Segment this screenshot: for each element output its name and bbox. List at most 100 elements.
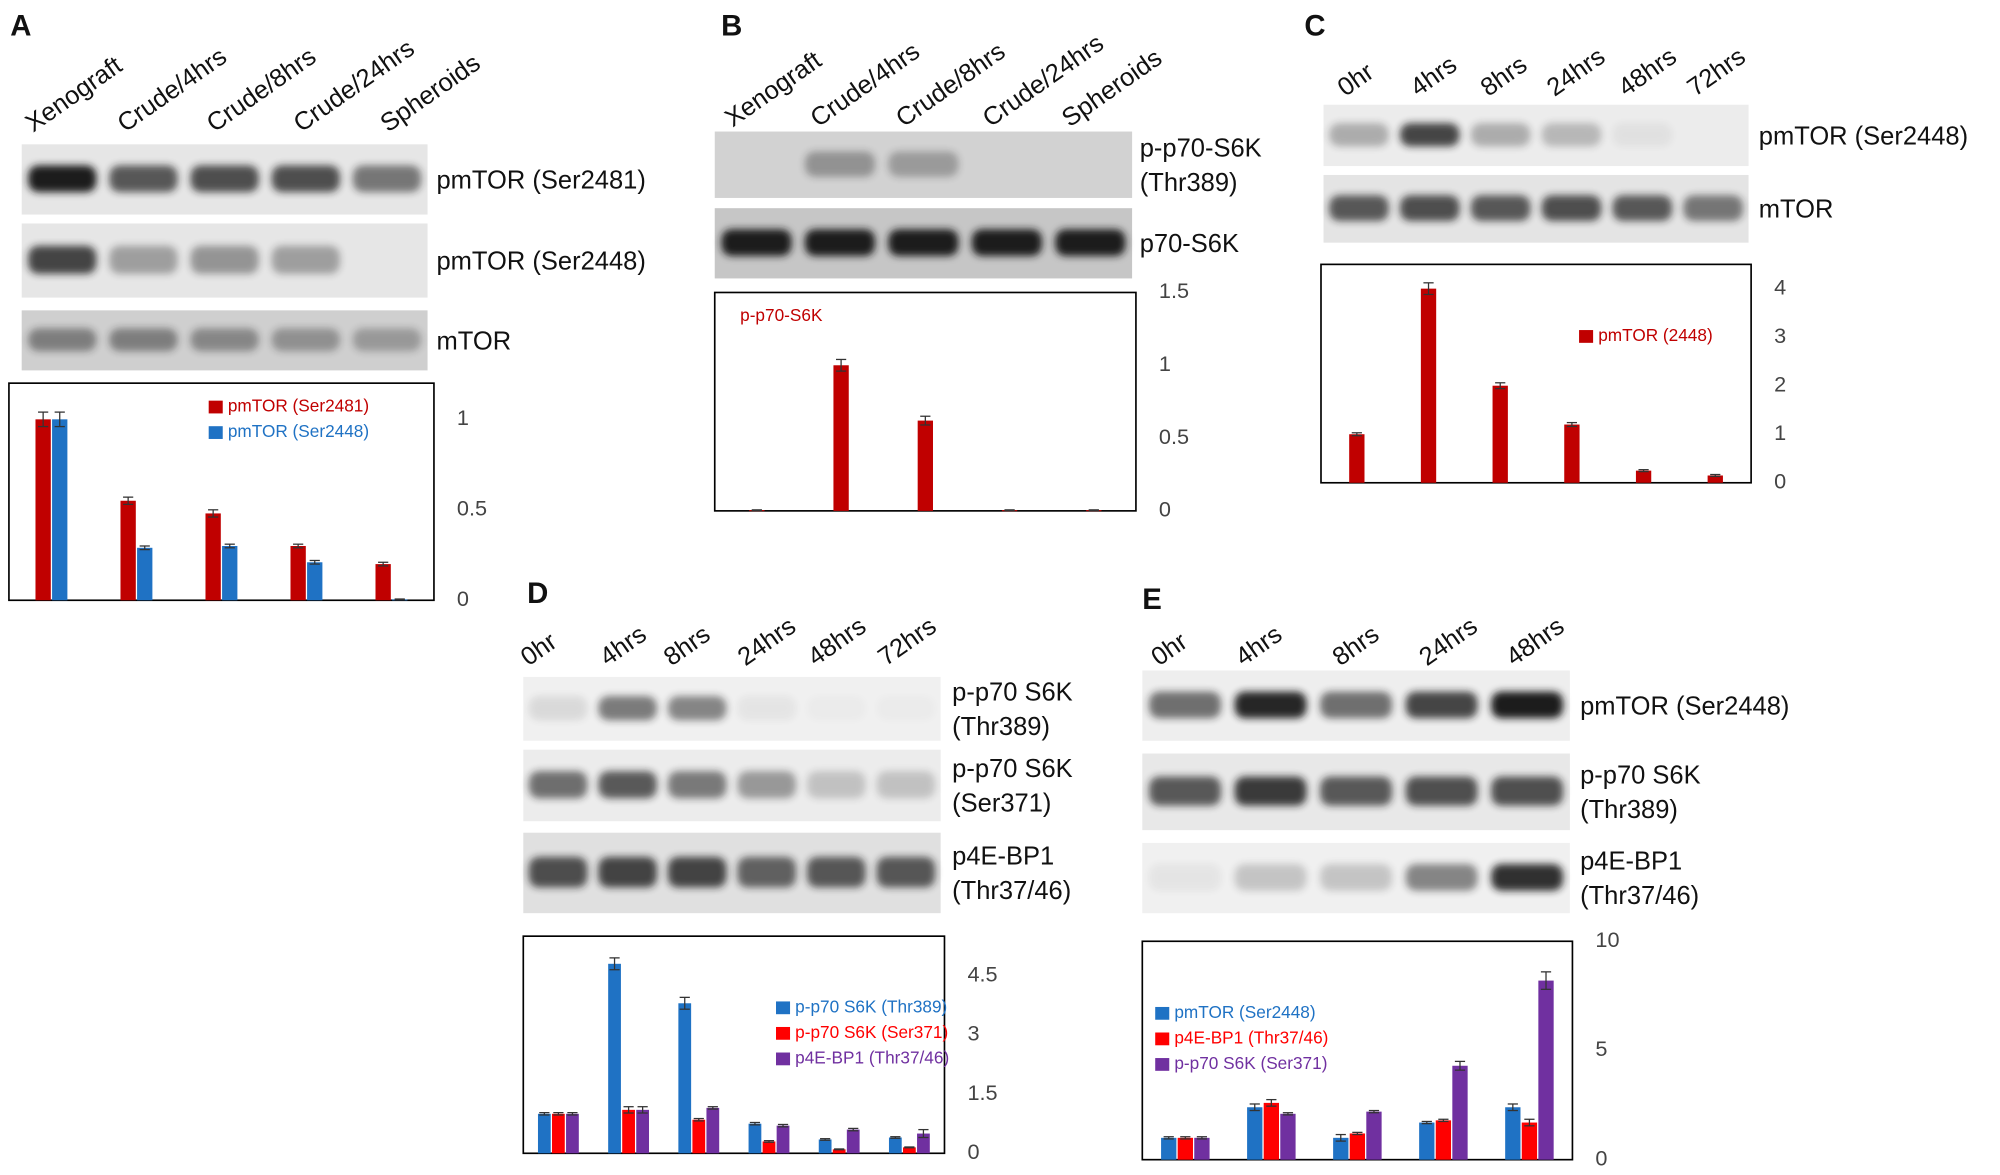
- lane-label: 24hrs: [733, 612, 801, 672]
- band: [1234, 864, 1307, 891]
- panel-letter: B: [721, 10, 742, 43]
- legend-swatch: [1155, 1006, 1170, 1020]
- band: [1234, 691, 1307, 719]
- lane-label: 48hrs: [1613, 42, 1681, 102]
- blot: [523, 749, 941, 822]
- band: [1405, 864, 1478, 891]
- y-tick-label: 1: [457, 405, 469, 430]
- bar: [748, 1123, 762, 1154]
- legend-label: p-p70 S6K (Ser371): [795, 1022, 948, 1042]
- bar: [205, 513, 221, 601]
- bar: [706, 1107, 720, 1154]
- band: [888, 229, 959, 256]
- bar: [537, 1113, 551, 1154]
- bar: [1420, 288, 1437, 483]
- blot-label: p70-S6K: [1140, 230, 1239, 258]
- band: [1491, 776, 1564, 806]
- lane-label: 8hrs: [1476, 51, 1533, 102]
- panel-letter: A: [10, 10, 31, 43]
- bar: [818, 1139, 832, 1154]
- blot-label: p4E-BP1: [952, 843, 1054, 871]
- band: [1320, 864, 1393, 891]
- band: [109, 245, 178, 274]
- band: [28, 165, 97, 193]
- bar: [622, 1109, 635, 1154]
- band: [737, 696, 796, 721]
- band: [737, 771, 796, 799]
- bar: [608, 963, 621, 1154]
- blot-label: (Ser371): [952, 790, 1051, 818]
- band: [807, 696, 865, 720]
- blot-label: (Thr37/46): [1580, 882, 1699, 910]
- lane-label: 8hrs: [659, 620, 716, 671]
- legend-swatch: [776, 1001, 791, 1015]
- blot-label: (Thr389): [952, 713, 1050, 741]
- band: [28, 245, 97, 274]
- band: [352, 328, 422, 352]
- plot-frame: [8, 382, 435, 602]
- band: [1149, 864, 1221, 891]
- blot-label: mTOR: [1759, 196, 1834, 224]
- band: [876, 771, 936, 799]
- lane-label: 8hrs: [1328, 620, 1385, 671]
- bar: [290, 545, 306, 601]
- plot-frame: [1320, 263, 1752, 484]
- lane-label: 72hrs: [1682, 42, 1750, 102]
- bar: [678, 1003, 692, 1154]
- bar: [917, 420, 933, 511]
- band: [807, 856, 866, 888]
- lane-label: 4hrs: [595, 620, 652, 671]
- legend-label: p4E-BP1 (Thr37/46): [1174, 1027, 1328, 1047]
- bar: [1707, 475, 1723, 483]
- bar: [902, 1147, 916, 1154]
- lane-label: 0hr: [516, 627, 563, 671]
- blot-label: (Thr389): [1140, 169, 1238, 197]
- legend-label: pmTOR (Ser2448): [228, 421, 369, 441]
- band: [1400, 195, 1460, 222]
- bar: [1564, 424, 1580, 483]
- blot: [523, 832, 941, 914]
- bar: [1366, 1111, 1382, 1160]
- legend-swatch: [208, 400, 223, 414]
- y-tick-label: 4: [1774, 274, 1786, 299]
- blot-label: pmTOR (Ser2448): [1759, 122, 1968, 150]
- bar: [1333, 1137, 1349, 1160]
- bar: [692, 1119, 706, 1154]
- bar: [762, 1141, 776, 1154]
- band: [1320, 776, 1393, 806]
- bar: [636, 1109, 650, 1154]
- band: [109, 328, 178, 352]
- lane-label: 0hr: [1146, 627, 1193, 671]
- lane-label: 48hrs: [1501, 612, 1569, 672]
- bar: [776, 1125, 790, 1154]
- blot-label: mTOR: [437, 327, 512, 355]
- panel-letter: C: [1304, 10, 1325, 43]
- band: [1470, 195, 1531, 222]
- band: [1405, 691, 1478, 719]
- band: [1541, 195, 1602, 222]
- bar: [137, 547, 153, 601]
- band: [1055, 229, 1126, 256]
- bar: [566, 1113, 579, 1154]
- band: [271, 245, 340, 274]
- band: [737, 856, 796, 888]
- band: [667, 771, 727, 799]
- band: [190, 165, 259, 193]
- bar: [307, 562, 323, 601]
- legend-swatch: [1155, 1058, 1170, 1071]
- band: [598, 771, 657, 799]
- y-tick-label: 1: [1159, 351, 1171, 376]
- legend-label: p-p70-S6K: [740, 305, 823, 325]
- band: [598, 856, 657, 888]
- y-tick-label: 5: [1595, 1036, 1607, 1061]
- y-tick-label: 0: [457, 586, 469, 611]
- panel-letter: D: [527, 577, 548, 610]
- y-tick-label: 0.5: [457, 496, 487, 521]
- band: [1612, 195, 1673, 222]
- band: [598, 696, 657, 721]
- band: [1491, 691, 1564, 719]
- legend-label: p4E-BP1 (Thr37/46): [795, 1047, 949, 1067]
- bar: [1263, 1102, 1280, 1160]
- band: [1683, 195, 1743, 222]
- legend-swatch: [776, 1052, 791, 1066]
